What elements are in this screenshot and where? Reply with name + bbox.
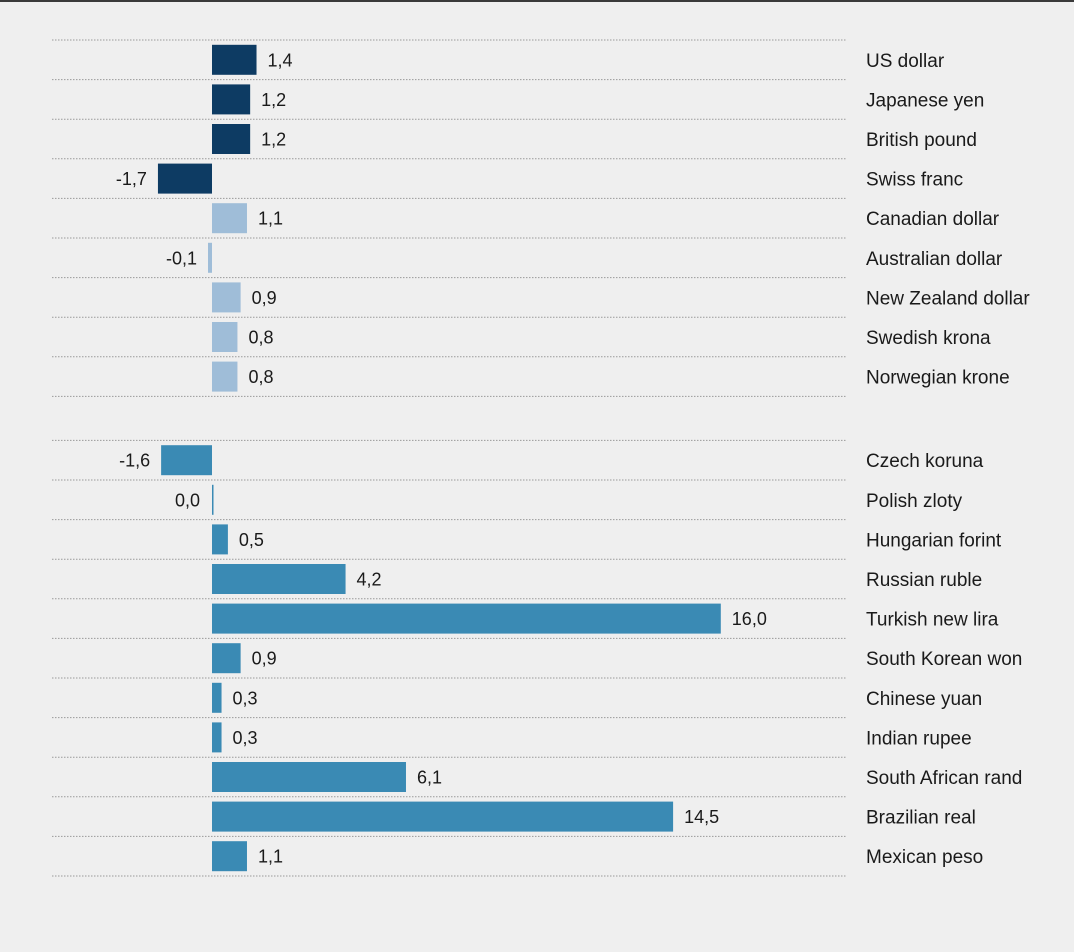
bar-brazilian-real [212,801,674,832]
bar-czech-koruna [161,445,212,476]
bar-polish-zloty [212,484,214,515]
category-labels: US dollar Japanese yen British pound Swiss … [866,51,1030,868]
value-label-chinese-yuan: 0,3 [233,688,258,708]
category-label-mexican-peso: Mexican peso [866,847,983,868]
bar-mexican-peso [212,841,247,872]
value-label-japanese-yen: 1,2 [261,90,286,110]
value-labels: 1,4 1,2 1,2 -1,7 1,1 -0,1 0,9 0,8 0,8 -1,6 0,0 0,5 4… [116,50,767,866]
category-label-hungarian-forint: Hungarian forint [866,530,1002,551]
category-label-canadian-dollar: Canadian dollar [866,209,1000,230]
bar-swiss-franc [157,163,212,194]
bar-us-dollar [212,44,257,75]
value-label-norwegian-krone: 0,8 [248,367,273,387]
value-label-australian-dollar: -0,1 [166,248,197,268]
value-label-hungarian-forint: 0,5 [239,530,264,550]
value-label-british-pound: 1,2 [261,130,286,150]
value-label-mexican-peso: 1,1 [258,847,283,867]
value-label-czech-koruna: -1,6 [119,451,150,471]
category-label-turkish-new-lira: Turkish new lira [866,610,999,631]
bar-russian-ruble [212,564,346,594]
gridlines [52,39,846,877]
category-label-japanese-yen: Japanese yen [866,90,984,111]
bar-japanese-yen [212,84,251,115]
bar-indian-rupee [212,722,222,753]
value-label-new-zealand-dollar: 0,9 [252,288,277,308]
value-label-south-korean-won: 0,9 [252,649,277,669]
value-label-swedish-krona: 0,8 [248,328,273,348]
category-label-australian-dollar: Australian dollar [866,249,1003,270]
category-label-swiss-franc: Swiss franc [866,170,963,191]
category-label-new-zealand-dollar: New Zealand dollar [866,288,1030,309]
bar-swedish-krona [212,322,238,352]
category-label-south-korean-won: South Korean won [866,649,1022,670]
bar-australian-dollar [208,242,212,273]
category-label-czech-koruna: Czech koruna [866,451,984,472]
category-label-british-pound: British pound [866,130,977,151]
bars [157,44,721,872]
category-label-polish-zloty: Polish zloty [866,491,963,512]
value-label-us-dollar: 1,4 [268,50,293,70]
bar-canadian-dollar [212,203,247,234]
bar-hungarian-forint [212,524,228,555]
bar-chinese-yuan [212,682,222,713]
category-label-brazilian-real: Brazilian real [866,808,976,829]
category-label-south-african-rand: South African rand [866,768,1022,789]
bar-south-korean-won [212,643,241,674]
category-label-chinese-yuan: Chinese yuan [866,689,982,710]
value-label-turkish-new-lira: 16,0 [732,609,767,629]
value-label-indian-rupee: 0,3 [233,728,258,748]
top-rule [0,0,1074,2]
category-label-norwegian-krone: Norwegian krone [866,368,1010,389]
category-label-indian-rupee: Indian rupee [866,728,972,749]
category-label-swedish-krona: Swedish krona [866,328,991,349]
bar-turkish-new-lira [212,603,721,634]
bar-south-african-rand [212,762,406,792]
value-label-south-african-rand: 6,1 [417,768,442,788]
value-label-russian-ruble: 4,2 [357,570,382,590]
value-label-swiss-franc: -1,7 [116,169,147,189]
bar-new-zealand-dollar [212,282,241,313]
value-label-polish-zloty: 0,0 [175,490,200,510]
bar-norwegian-krone [212,361,238,392]
value-label-canadian-dollar: 1,1 [258,209,283,229]
category-label-russian-ruble: Russian ruble [866,570,982,591]
value-label-brazilian-real: 14,5 [684,807,719,827]
bar-british-pound [212,124,251,154]
category-label-us-dollar: US dollar [866,51,945,72]
